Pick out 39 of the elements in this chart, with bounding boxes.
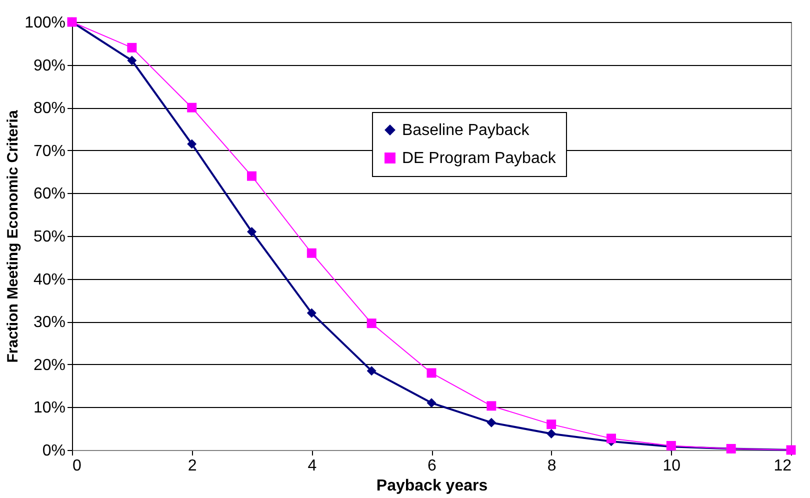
point: [306, 248, 316, 258]
y-tick-label: 60%: [33, 186, 66, 203]
x-tick-label: 12: [774, 458, 792, 474]
x-tick-label: 10: [662, 458, 681, 474]
point: [187, 139, 197, 149]
x-tick-label: 4: [308, 458, 317, 474]
point: [127, 42, 137, 52]
y-tick-label: 80%: [33, 100, 66, 118]
x-tick-label: 2: [188, 458, 197, 474]
y-tick-label: 90%: [33, 57, 66, 74]
y-tick-label: 100%: [24, 14, 66, 32]
y-tick-label: 40%: [33, 271, 66, 288]
x-tick-label: 8: [547, 458, 556, 474]
point: [426, 398, 436, 408]
point: [306, 308, 316, 318]
point: [127, 56, 137, 66]
point: [546, 420, 556, 430]
y-tick-label: 30%: [33, 314, 66, 332]
point: [247, 226, 256, 236]
point: [426, 368, 436, 378]
x-tick-label: 0: [72, 458, 82, 474]
point: [366, 366, 376, 376]
y-tick-label: 10%: [33, 400, 66, 417]
legend-label: DE Program Payback: [402, 150, 557, 167]
point: [606, 434, 616, 444]
y-axis-title: Fraction Meeting Economic Criteria: [4, 110, 22, 363]
x-tick-label: 6: [428, 458, 437, 474]
point: [366, 318, 376, 328]
y-tick-label: 50%: [33, 228, 66, 246]
y-tick-label: 70%: [33, 142, 66, 160]
x-axis-title: Payback years: [376, 478, 488, 494]
point: [187, 102, 197, 112]
point: [546, 428, 556, 438]
y-tick-label: 20%: [33, 356, 66, 374]
legend-label: Baseline Payback: [402, 122, 530, 139]
point: [486, 401, 496, 411]
point: [486, 418, 496, 428]
y-tick-label: 0%: [42, 442, 66, 460]
point: [247, 171, 256, 181]
